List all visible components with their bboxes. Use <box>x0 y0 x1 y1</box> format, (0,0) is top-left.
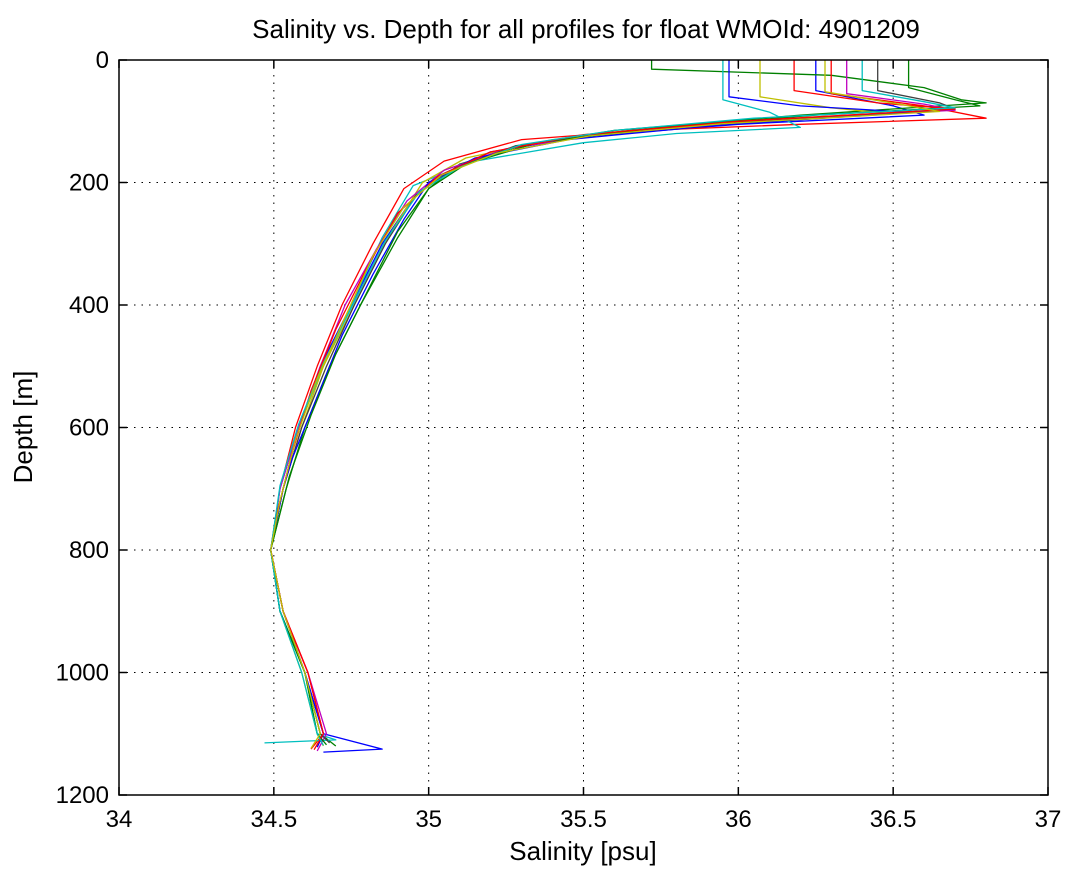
grid-lines <box>119 60 1048 795</box>
profile-line-4 <box>264 60 801 744</box>
y-tick-label: 0 <box>96 47 109 74</box>
profile-line-6 <box>270 60 956 752</box>
x-tick-labels: 34 34.5 35 35.5 36 36.5 37 <box>106 806 1062 833</box>
profile-line-11 <box>270 60 956 746</box>
profile-line-12 <box>270 60 941 749</box>
x-tick-label: 35.5 <box>560 806 607 833</box>
x-tick-label: 36.5 <box>870 806 917 833</box>
ticks <box>118 59 1049 796</box>
y-tick-labels: 0 200 400 600 800 1000 1200 <box>56 47 109 809</box>
profile-line-2 <box>270 60 987 747</box>
profile-line-10 <box>270 60 956 751</box>
series-layer <box>264 60 987 753</box>
profile-line-8 <box>270 60 910 748</box>
y-tick-label: 600 <box>69 415 109 442</box>
x-axis-label: Salinity [psu] <box>509 836 656 866</box>
y-axis-label: Depth [m] <box>8 371 38 484</box>
x-tick-label: 34 <box>106 806 133 833</box>
profile-line-7 <box>270 60 956 744</box>
y-tick-label: 200 <box>69 170 109 197</box>
chart-title: Salinity vs. Depth for all profiles for … <box>252 14 920 44</box>
x-tick-label: 37 <box>1035 806 1062 833</box>
y-tick-label: 1200 <box>56 782 109 809</box>
x-tick-label: 35 <box>415 806 442 833</box>
y-tick-label: 800 <box>69 537 109 564</box>
profile-line-3 <box>270 60 987 750</box>
x-tick-label: 36 <box>725 806 752 833</box>
profile-line-9 <box>270 60 981 746</box>
x-tick-label: 34.5 <box>250 806 297 833</box>
y-tick-label: 400 <box>69 292 109 319</box>
profile-line-1 <box>270 60 925 753</box>
profile-line-5 <box>270 60 894 747</box>
y-tick-label: 1000 <box>56 660 109 687</box>
